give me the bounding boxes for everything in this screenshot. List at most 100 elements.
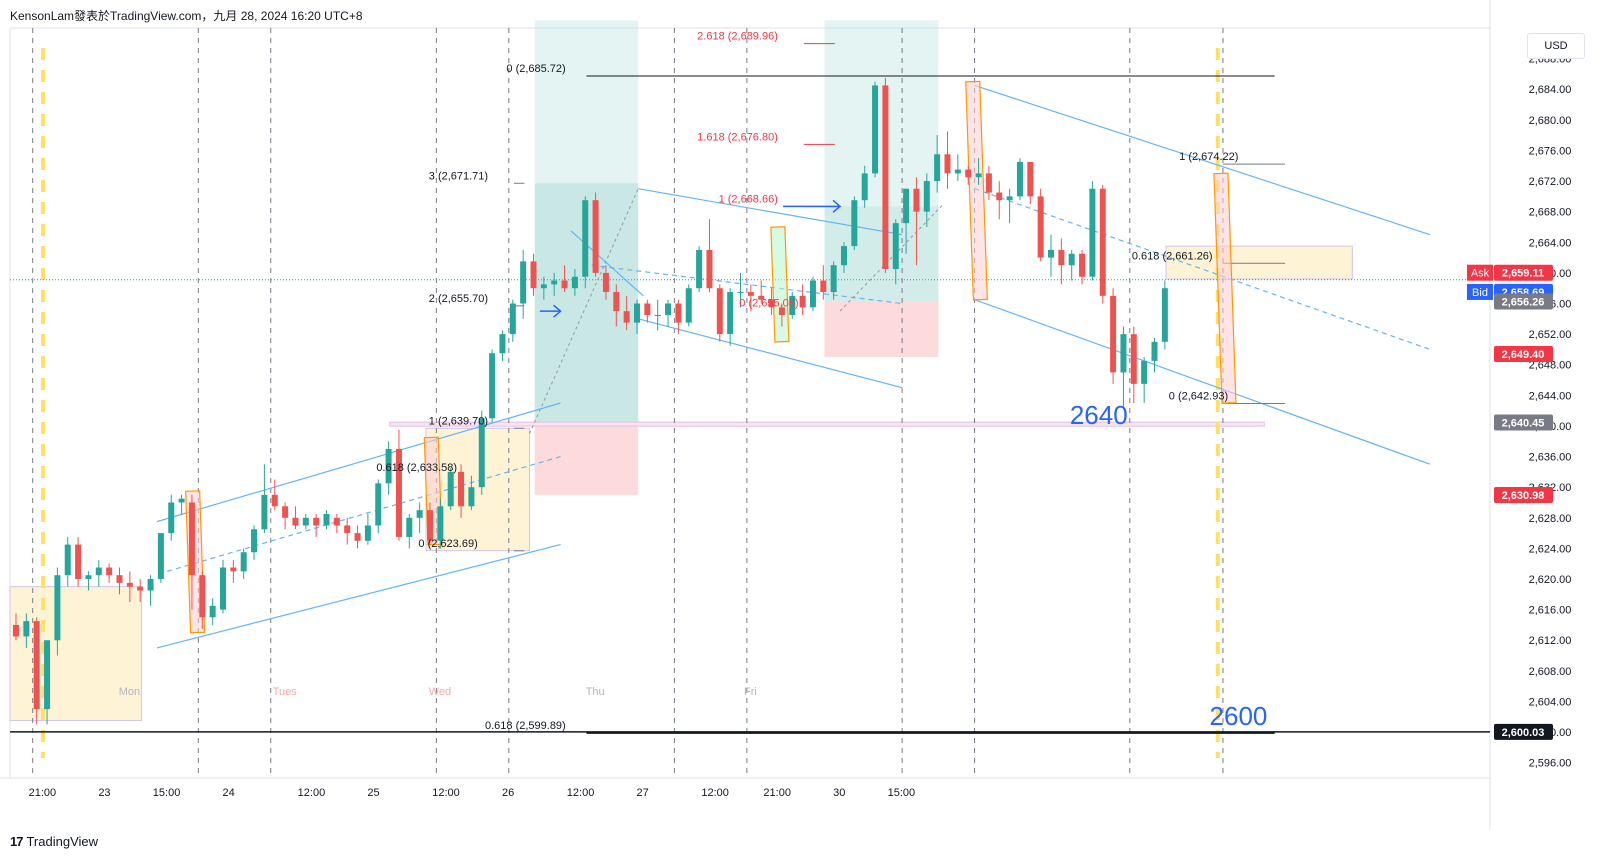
day-label: Fri xyxy=(744,686,757,698)
candle-body xyxy=(1110,295,1117,373)
reversal-highlight-4 xyxy=(1213,172,1237,404)
time-tick-label: 15:00 xyxy=(153,787,181,799)
candle-body xyxy=(95,567,102,576)
level-label: 1 (2,639.70) xyxy=(429,415,488,427)
level-label: 1 (2,668.66) xyxy=(719,194,778,206)
time-tick-label: 27 xyxy=(637,787,649,799)
candle-body xyxy=(758,295,765,300)
reversal-highlight-3 xyxy=(965,80,988,301)
price-tick-label: 2,628.00 xyxy=(1529,513,1572,525)
price-tick-label: 2,624.00 xyxy=(1529,543,1572,555)
channel-line-7 xyxy=(974,84,1431,236)
candle-body xyxy=(106,567,113,576)
price-tick-label: 2,636.00 xyxy=(1529,452,1572,464)
candle-body xyxy=(271,494,278,507)
channel-line-0 xyxy=(156,402,561,523)
candle-body xyxy=(861,173,868,201)
price-tag-label-bg xyxy=(1467,264,1493,281)
candle-body xyxy=(872,85,879,174)
candle-body xyxy=(954,169,961,174)
level-label: 1.618 (2,676.80) xyxy=(697,131,778,143)
candle-body xyxy=(737,292,744,294)
level-label: 2.618 (2,689.96) xyxy=(697,31,778,43)
candle-body xyxy=(592,200,599,273)
price-tag-bg xyxy=(1494,414,1553,431)
tradingview-brand: TradingView xyxy=(26,834,99,849)
time-tick-label: 12:00 xyxy=(567,787,595,799)
candle-body xyxy=(447,471,454,507)
tradingview-logo[interactable]: 17 TradingView xyxy=(10,834,98,849)
candle-body xyxy=(220,567,226,610)
level-label: 0 (2,655.08) xyxy=(739,298,798,310)
candle-body xyxy=(23,621,30,637)
candle-body xyxy=(1037,196,1044,258)
price-tag-value: 2,656.26 xyxy=(1502,297,1545,309)
candle-body xyxy=(934,154,941,182)
price-tag-bg xyxy=(1494,264,1553,281)
candle-body xyxy=(841,246,847,266)
candle-body xyxy=(1099,188,1106,296)
candle-body xyxy=(85,575,92,580)
plot-area xyxy=(9,27,1491,779)
level-label: 0.618 (2,661.26) xyxy=(1132,250,1213,262)
time-tick-label: 21:00 xyxy=(29,787,57,799)
price-tag-bg xyxy=(1494,293,1553,310)
price-tag-value: 2,600.03 xyxy=(1502,727,1545,739)
level-label: 3 (2,671.71) xyxy=(429,170,488,182)
channel-line-8 xyxy=(974,299,1431,465)
price-tag-value: 2,630.98 xyxy=(1502,490,1545,502)
candle-body xyxy=(1048,249,1054,258)
candle-body xyxy=(654,314,661,316)
price-tag-value: 2,640.45 xyxy=(1502,418,1545,430)
price-tick-label: 2,608.00 xyxy=(1529,666,1572,678)
candle-body xyxy=(582,200,589,277)
candle-body xyxy=(251,529,258,553)
price-tick-label: 2,680.00 xyxy=(1529,115,1572,127)
candle-body xyxy=(530,261,537,289)
candle-body xyxy=(644,303,651,315)
price-tag-bg xyxy=(1494,486,1553,503)
candle-body xyxy=(747,292,754,296)
candle-body xyxy=(468,487,475,507)
order-block-fri xyxy=(1165,245,1353,280)
currency-button[interactable]: USD xyxy=(1527,33,1585,59)
time-tick-label: 26 xyxy=(502,787,514,799)
candle-body xyxy=(820,280,827,293)
time-tick-label: 30 xyxy=(833,787,845,799)
candle-body xyxy=(478,418,485,488)
candle-body xyxy=(240,552,247,572)
candle-body xyxy=(561,280,568,289)
projection-line xyxy=(839,203,944,312)
price-tick-label: 2,620.00 xyxy=(1529,574,1572,586)
price-tick-label: 2,596.00 xyxy=(1529,758,1572,770)
candle-body xyxy=(892,223,899,270)
day-label: Tues xyxy=(273,686,298,698)
candle-body xyxy=(44,640,51,710)
candle-body xyxy=(1006,196,1013,201)
time-tick-label: 12:00 xyxy=(701,787,729,799)
candle-body xyxy=(913,188,920,212)
price-tag-label: Bid xyxy=(1472,287,1488,299)
trade-zone-2 xyxy=(534,425,639,495)
candle-body xyxy=(696,249,703,289)
time-tick-label: 23 xyxy=(98,787,110,799)
candle-body xyxy=(727,292,734,335)
trade-zone-5 xyxy=(824,301,939,358)
candle-body xyxy=(137,586,144,591)
candle-body xyxy=(458,471,465,507)
price-tag-value: 2,649.40 xyxy=(1502,349,1545,361)
candle-body xyxy=(33,621,40,710)
price-tick-label: 2,676.00 xyxy=(1529,145,1572,157)
level-label: 0 (2,642.93) xyxy=(1169,391,1228,403)
price-tick-label: 2,672.00 xyxy=(1529,176,1572,188)
candle-body xyxy=(385,448,392,484)
candle-body xyxy=(427,510,433,541)
price-tag-bg xyxy=(1494,723,1553,740)
footer: 17 TradingView xyxy=(0,830,1600,856)
time-tick-label: 24 xyxy=(223,787,235,799)
channel-line-5 xyxy=(638,318,903,389)
price-chart[interactable]: 2,596.002,600.002,604.002,608.002,612.00… xyxy=(0,0,1600,830)
chart-author-title: KensonLam發表於TradingView.com，九月 28, 2024 … xyxy=(10,9,363,23)
candle-body xyxy=(13,624,19,637)
support-band-2640 xyxy=(389,421,1265,427)
